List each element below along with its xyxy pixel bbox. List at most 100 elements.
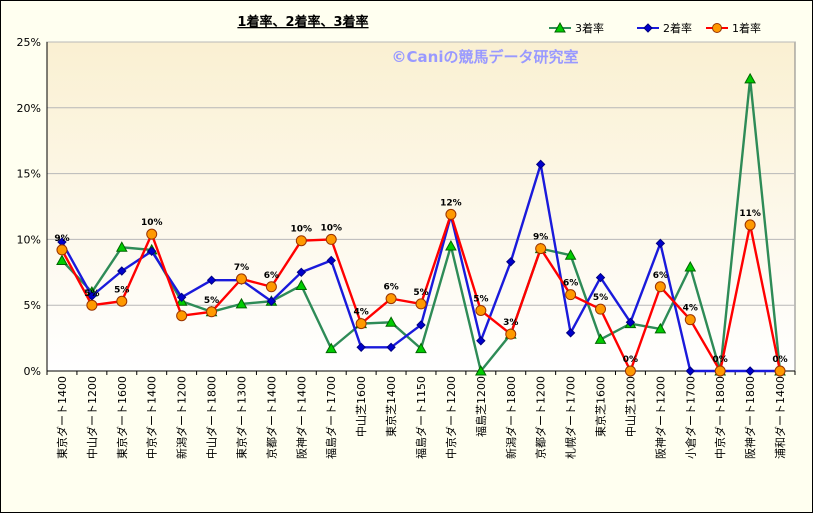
data-point — [296, 267, 307, 278]
data-label: 5% — [413, 288, 428, 298]
x-tick-label: 阪神ダート1400 — [294, 376, 308, 459]
legend: 3着率 2着率 1着率 — [549, 21, 761, 35]
data-label: 6% — [653, 271, 668, 281]
data-point — [685, 366, 695, 376]
data-label: 10% — [320, 223, 342, 233]
data-point — [774, 365, 786, 377]
data-label: 0% — [713, 355, 728, 365]
series-2 — [57, 159, 785, 376]
data-point — [505, 328, 517, 340]
data-point — [146, 228, 158, 240]
y-tick-label: 20% — [17, 102, 41, 115]
data-labels: 9% 5% 5% 10% 5% 7% 6% 10% 10% 4% 6% 5% 12% 5% 3% 9% 6% 5%… — [54, 198, 787, 365]
data-point — [655, 238, 666, 249]
x-tick-label: 中山芝1200 — [624, 376, 637, 437]
data-label: 7% — [234, 263, 249, 273]
y-tick-label: 10% — [17, 233, 41, 246]
legend-label: 3着率 — [575, 21, 604, 35]
data-point — [476, 336, 486, 346]
legend-entry: 1着率 — [706, 21, 761, 35]
data-point — [445, 239, 457, 251]
data-point — [565, 289, 577, 301]
data-point — [684, 261, 697, 272]
data-point — [475, 304, 487, 316]
x-axis-tick-labels: 東京ダート1400 中山ダート1200 東京ダート1600 中京ダート1400 新潟ダー… — [55, 376, 787, 459]
data-point — [714, 365, 726, 377]
data-point — [474, 364, 487, 376]
data-point — [415, 342, 427, 354]
data-point — [326, 255, 336, 266]
data-point — [356, 342, 366, 353]
legend-label: 1着率 — [732, 21, 761, 35]
series-group — [56, 72, 786, 377]
data-label: 3% — [503, 318, 518, 328]
data-point — [654, 322, 667, 334]
data-label: 11% — [739, 209, 761, 219]
data-label: 9% — [533, 233, 548, 243]
data-point — [115, 241, 128, 252]
data-label: 6% — [383, 283, 398, 293]
data-label: 5% — [593, 293, 608, 303]
data-point — [535, 159, 546, 170]
data-point — [415, 298, 427, 310]
x-tick-label: 阪神ダート1200 — [653, 376, 667, 459]
data-point — [445, 208, 457, 220]
data-point — [116, 295, 128, 307]
data-point — [56, 254, 68, 265]
data-point — [654, 281, 666, 293]
data-label: 6% — [264, 271, 279, 281]
legend-label: 2着率 — [663, 21, 692, 35]
x-tick-label: 浦和ダート1400 — [773, 376, 787, 459]
data-label: 0% — [772, 355, 787, 365]
plot-area — [46, 41, 796, 372]
x-tick-label: 東京ダート1400 — [55, 376, 69, 459]
data-point — [385, 316, 397, 327]
data-point — [235, 297, 248, 309]
x-tick-label: 中京ダート1800 — [713, 376, 727, 459]
data-point — [385, 293, 397, 305]
data-point — [147, 246, 157, 256]
data-point — [235, 273, 247, 285]
data-point — [416, 320, 426, 330]
x-tick-label: 中京ダート1400 — [145, 376, 159, 459]
x-tick-label: 東京芝1600 — [594, 376, 608, 437]
data-label: 5% — [473, 294, 488, 304]
data-label: 6% — [563, 279, 578, 289]
data-point — [595, 303, 607, 315]
y-tick-label: 15% — [17, 168, 41, 181]
x-tick-label: 中山芝1600 — [355, 376, 368, 437]
data-point — [594, 333, 607, 344]
x-tick-label: 京都ダート1400 — [264, 376, 278, 459]
data-point — [684, 314, 696, 326]
x-tick-label: 京都ダート1200 — [534, 376, 548, 459]
legend-marker — [712, 23, 722, 33]
x-tick-label: 中山ダート1200 — [85, 376, 99, 459]
x-tick-label: 小倉ダート1700 — [683, 376, 697, 459]
data-point — [745, 366, 755, 376]
data-point — [86, 299, 98, 311]
series-3 — [56, 208, 786, 377]
x-tick-label: 福島芝1200 — [474, 376, 488, 437]
x-tick-label: 福島ダート1700 — [324, 376, 338, 459]
data-point — [325, 233, 337, 245]
y-axis-ticks: 0% 5% 10% 15% 20% 25% — [17, 36, 41, 378]
data-label: 5% — [114, 285, 129, 295]
x-tick-label: 福島ダート1150 — [414, 376, 428, 459]
data-point — [744, 72, 756, 84]
data-label: 4% — [354, 308, 369, 318]
data-label: 9% — [54, 234, 69, 244]
data-label: 12% — [440, 198, 462, 208]
data-point — [565, 328, 576, 338]
data-point — [624, 365, 636, 377]
x-tick-label: 新潟ダート1800 — [504, 376, 518, 459]
x-tick-label: 東京ダート1600 — [115, 376, 129, 459]
data-point — [625, 317, 636, 328]
x-tick-label: 札幌ダート1700 — [564, 376, 578, 459]
data-point — [265, 281, 277, 293]
legend-entry: 2着率 — [637, 21, 692, 35]
data-label: 0% — [623, 355, 638, 365]
data-point — [176, 292, 187, 303]
data-point — [595, 272, 606, 283]
data-point — [56, 244, 68, 256]
